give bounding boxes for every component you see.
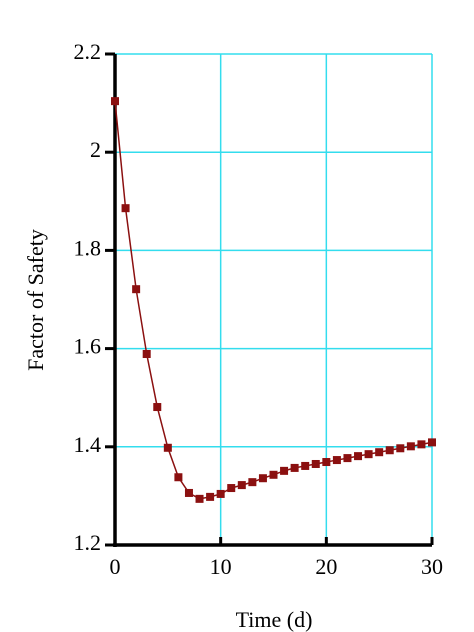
data-point (385, 446, 394, 455)
data-point (290, 463, 299, 472)
y-tick-label: 1.6 (74, 334, 102, 359)
y-tick-label: 1.8 (74, 235, 102, 260)
data-point (174, 473, 183, 482)
x-tick-label: 20 (315, 554, 337, 579)
data-point (227, 484, 236, 493)
data-point (364, 450, 373, 459)
data-point (280, 466, 289, 475)
y-tick-label: 1.4 (74, 432, 102, 457)
data-point (301, 461, 310, 470)
data-point (343, 454, 352, 463)
y-tick-label: 1.2 (74, 530, 102, 555)
data-point (216, 489, 225, 498)
data-point (184, 488, 193, 497)
x-axis-label: Time (d) (236, 607, 313, 632)
data-point (206, 492, 215, 501)
data-point (375, 448, 384, 457)
data-point (237, 481, 246, 490)
data-point (163, 443, 172, 452)
data-point (428, 438, 436, 447)
y-tick-label: 2.2 (74, 39, 102, 64)
data-point (332, 456, 341, 465)
data-point (417, 440, 426, 449)
data-point (258, 474, 267, 483)
data-point (322, 458, 331, 467)
x-tick-label: 10 (210, 554, 232, 579)
data-point (269, 470, 278, 479)
data-point (153, 403, 162, 412)
data-point (142, 350, 151, 359)
data-point (406, 442, 415, 451)
data-point (111, 97, 119, 106)
data-point (248, 478, 257, 487)
y-axis-label: Factor of Safety (23, 229, 48, 371)
data-point (311, 459, 320, 468)
x-tick-label: 0 (110, 554, 121, 579)
data-line (114, 101, 433, 500)
data-point (195, 494, 204, 503)
data-point (132, 285, 141, 294)
x-tick-label: 30 (421, 554, 443, 579)
y-tick-label: 2 (90, 137, 101, 162)
data-point (121, 204, 130, 213)
data-point (354, 452, 363, 461)
data-point (396, 444, 405, 453)
